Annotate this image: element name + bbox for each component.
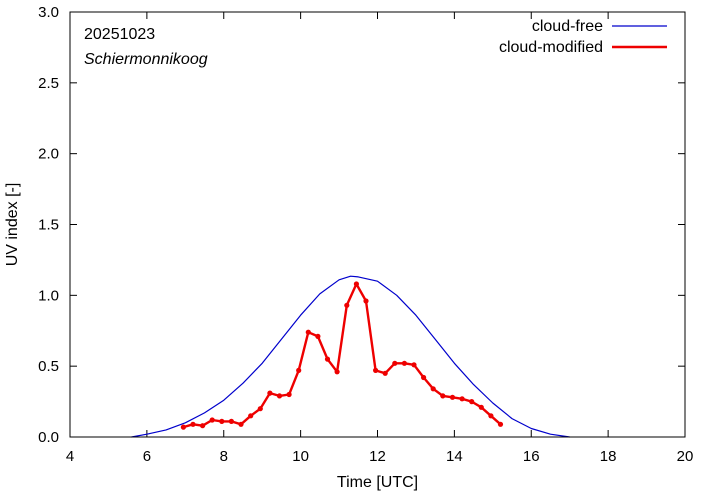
data-point-cloud-modified xyxy=(478,404,484,410)
x-tick-label: 16 xyxy=(523,448,540,465)
x-tick-label: 18 xyxy=(600,448,617,465)
data-point-cloud-modified xyxy=(248,413,254,419)
data-point-cloud-modified xyxy=(257,406,263,412)
x-tick-label: 12 xyxy=(369,448,386,465)
data-point-cloud-modified xyxy=(296,367,302,373)
data-point-cloud-modified xyxy=(344,302,350,308)
y-tick-label: 0.0 xyxy=(38,429,59,446)
data-point-cloud-modified xyxy=(276,393,283,399)
data-point-cloud-modified xyxy=(209,417,215,423)
x-tick-label: 4 xyxy=(66,448,74,465)
data-point-cloud-modified xyxy=(373,367,379,373)
location-annotation: Schiermonnikoog xyxy=(84,51,208,68)
data-point-cloud-modified xyxy=(449,394,456,400)
data-point-cloud-modified xyxy=(469,399,475,405)
data-point-cloud-modified xyxy=(411,362,417,368)
plot-frame xyxy=(69,11,686,438)
y-tick-label: 2.5 xyxy=(38,75,59,92)
legend: cloud-free cloud-modified xyxy=(499,18,667,56)
series-line-cloud-free xyxy=(131,275,570,438)
data-point-cloud-modified xyxy=(219,418,225,424)
data-point-cloud-modified xyxy=(353,281,359,287)
y-tick-label: 1.5 xyxy=(38,217,59,234)
data-point-cloud-modified xyxy=(286,391,292,398)
plot-area xyxy=(131,275,570,438)
data-point-cloud-modified xyxy=(459,396,465,402)
data-point-cloud-modified xyxy=(200,423,206,429)
legend-label-cloud-free: cloud-free xyxy=(532,18,603,35)
data-point-cloud-modified xyxy=(497,421,504,427)
x-tick-label: 20 xyxy=(677,448,694,465)
y-tick-label: 1.0 xyxy=(38,287,59,304)
data-point-cloud-modified xyxy=(238,421,244,427)
data-point-cloud-modified xyxy=(440,393,446,399)
series-line-cloud-modified xyxy=(183,282,502,429)
data-point-cloud-modified xyxy=(488,413,494,419)
data-point-cloud-modified xyxy=(392,360,398,366)
data-point-cloud-modified xyxy=(324,356,331,362)
data-point-cloud-modified xyxy=(430,386,436,392)
y-tick-label: 2.0 xyxy=(38,146,59,163)
y-tick-label: 0.5 xyxy=(38,358,59,375)
x-axis-label: Time [UTC] xyxy=(337,474,418,491)
data-point-cloud-modified xyxy=(334,369,340,375)
x-tick-label: 6 xyxy=(143,448,151,465)
data-point-cloud-modified xyxy=(382,370,388,376)
data-point-cloud-modified xyxy=(305,329,311,335)
data-point-cloud-modified xyxy=(190,421,196,427)
date-annotation: 20251023 xyxy=(84,26,155,43)
data-point-cloud-modified xyxy=(315,333,321,339)
data-point-cloud-modified xyxy=(363,298,369,304)
legend-label-cloud-modified: cloud-modified xyxy=(499,39,603,56)
x-tick-label: 8 xyxy=(220,448,228,465)
data-point-cloud-modified xyxy=(180,424,186,430)
x-tick-label: 10 xyxy=(292,448,309,465)
y-axis-label: UV index [-] xyxy=(4,183,21,267)
x-tick-label: 14 xyxy=(446,448,463,465)
tick-labels: 4 6 8 10 12 14 16 18 20 0.0 0.5 1.0 1.5 2.0 2.5 3.0 xyxy=(38,4,693,465)
data-point-cloud-modified xyxy=(421,374,427,381)
data-point-cloud-modified xyxy=(228,418,234,424)
y-tick-label: 3.0 xyxy=(38,4,59,21)
data-point-cloud-modified xyxy=(401,360,407,366)
data-point-cloud-modified xyxy=(267,390,273,396)
